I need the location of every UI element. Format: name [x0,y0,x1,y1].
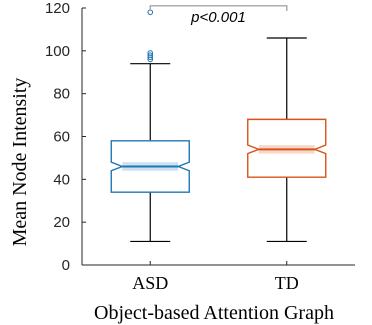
outlier-point [147,52,154,58]
y-tick-label: 0 [62,257,70,274]
box-body [110,140,190,193]
x-axis-title: Object-based Attention Graph [94,302,334,324]
significance-label: p<0.001 [190,9,246,26]
boxes [110,9,327,243]
y-tick-label: 40 [53,171,70,188]
y-tick-label: 60 [53,129,70,146]
y-tick-label: 80 [53,86,70,103]
axes: 0 20 40 60 80 100 120 ASD TD [45,0,355,293]
significance-bracket [149,5,288,11]
y-tick-label: 120 [45,0,70,17]
y-axis-title: Mean Node Intensity [9,78,31,247]
y-tick-label: 100 [45,43,70,60]
box-td [247,37,327,243]
y-tick-label: 20 [53,214,70,231]
significance-annotation: p<0.001 [149,5,288,26]
outlier-point [147,50,154,56]
box-body [247,118,327,178]
x-tick-label: ASD [132,273,168,293]
x-tick-label: TD [275,273,299,293]
box-asd [110,9,190,243]
